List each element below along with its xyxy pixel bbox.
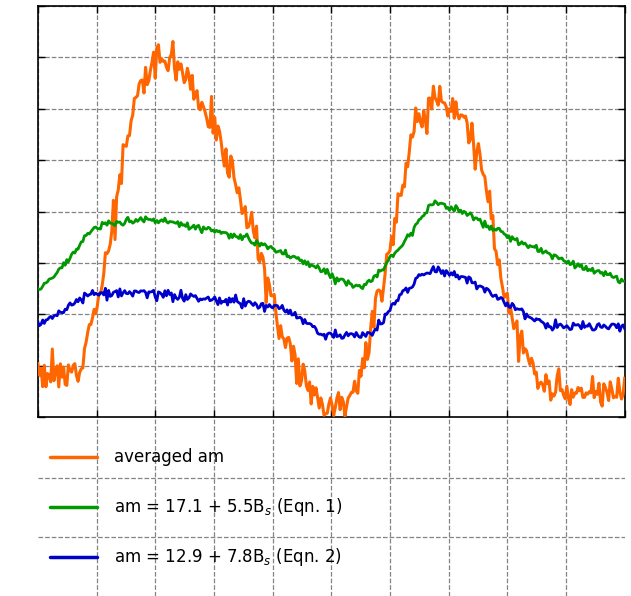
Text: am = 17.1 + 5.5B$_s$ (Eqn. 1): am = 17.1 + 5.5B$_s$ (Eqn. 1) <box>114 496 343 517</box>
Text: averaged am: averaged am <box>114 448 224 465</box>
Text: am = 12.9 + 7.8B$_s$ (Eqn. 2): am = 12.9 + 7.8B$_s$ (Eqn. 2) <box>114 546 342 567</box>
